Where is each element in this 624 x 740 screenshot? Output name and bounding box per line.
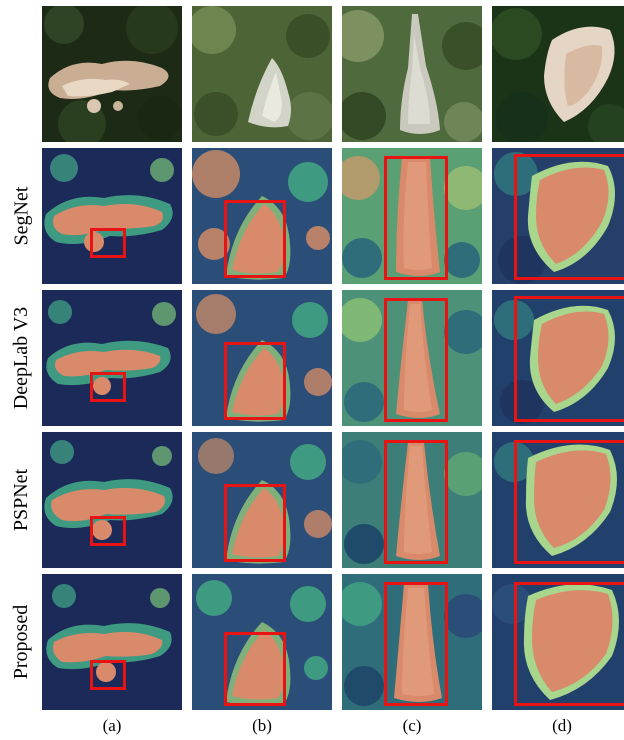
red-box (90, 660, 126, 690)
row-label-proposed: Proposed (4, 574, 38, 710)
row-label-pspnet: PSPNet (4, 432, 38, 568)
heatmap-deeplab-a (42, 290, 182, 426)
heatmap-deeplab-c (342, 290, 482, 426)
red-box (384, 156, 448, 280)
heatmap-proposed-c (342, 574, 482, 710)
heatmap-proposed-d (492, 574, 624, 710)
column-label-c: (c) (342, 716, 482, 736)
heatmap-segnet-b (192, 148, 332, 284)
red-box (514, 296, 624, 422)
image-a-original (42, 6, 182, 142)
heatmap-proposed-a (42, 574, 182, 710)
heatmap-deeplab-d (492, 290, 624, 426)
red-box (514, 154, 624, 280)
heatmap-pspnet-d (492, 432, 624, 568)
red-box (384, 298, 448, 422)
red-box (90, 516, 126, 546)
red-box (224, 200, 286, 278)
image-c-original (342, 6, 482, 142)
heatmap-pspnet-c (342, 432, 482, 568)
red-box (514, 582, 624, 706)
red-box (90, 228, 126, 258)
red-box (384, 582, 448, 706)
heatmap-pspnet-a (42, 432, 182, 568)
red-box (90, 372, 126, 402)
heatmap-segnet-a (42, 148, 182, 284)
red-box (384, 440, 448, 564)
red-box (514, 440, 624, 564)
heatmap-deeplab-b (192, 290, 332, 426)
red-box (224, 632, 286, 706)
heatmap-segnet-c (342, 148, 482, 284)
heatmap-proposed-b (192, 574, 332, 710)
heatmap-pspnet-b (192, 432, 332, 568)
red-box (224, 342, 286, 420)
row-label-segnet: SegNet (4, 148, 38, 284)
image-d-original (492, 6, 624, 142)
heatmap-segnet-d (492, 148, 624, 284)
image-b-original (192, 6, 332, 142)
row-label-deeplab: DeepLab V3 (4, 290, 38, 426)
column-label-b: (b) (192, 716, 332, 736)
red-box (224, 484, 286, 562)
column-label-d: (d) (492, 716, 624, 736)
column-label-a: (a) (42, 716, 182, 736)
